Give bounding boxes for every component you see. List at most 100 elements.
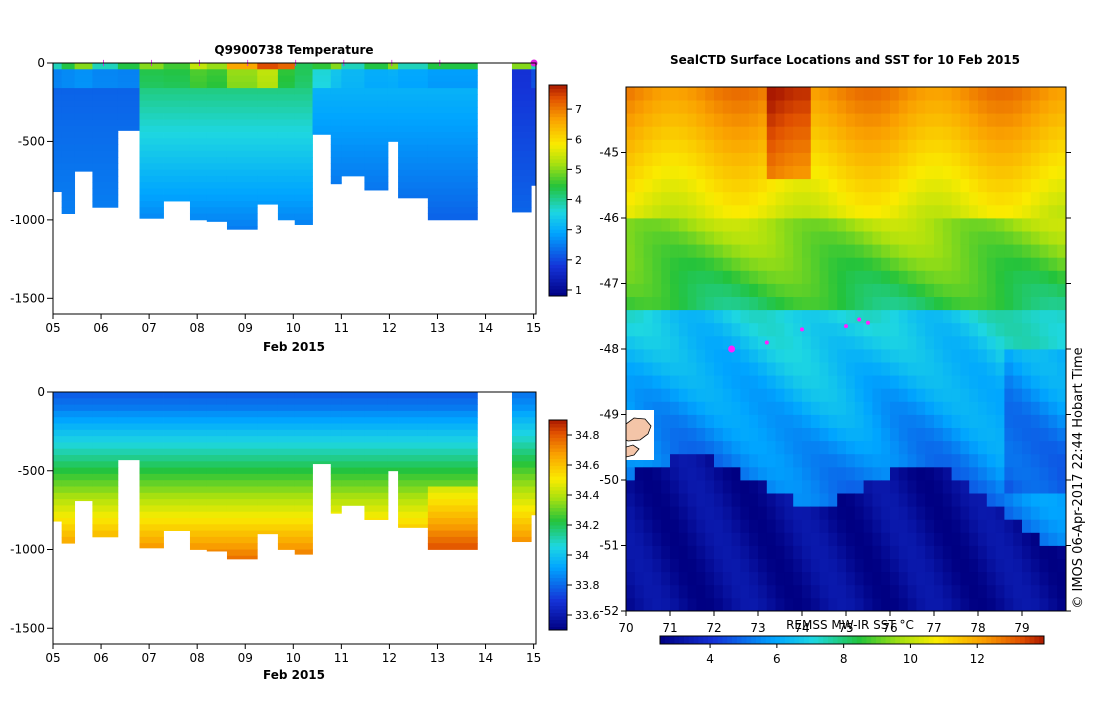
sst-cell <box>898 493 908 507</box>
section-cell <box>53 125 63 133</box>
sst-colorbar-segment <box>717 636 723 644</box>
sst-cell <box>907 519 917 533</box>
sst-cell <box>784 231 794 245</box>
section-cell <box>364 94 389 102</box>
section-cell <box>61 69 76 76</box>
sst-cell <box>1039 388 1049 402</box>
sst-cell <box>678 113 688 127</box>
sst-cell <box>1004 558 1014 573</box>
sst-cell <box>978 257 988 271</box>
sst-cell <box>1030 362 1040 376</box>
section-cell <box>398 392 429 399</box>
sst-cell <box>705 244 715 258</box>
sst-cell <box>1013 283 1023 297</box>
sst-cell <box>934 87 944 101</box>
sst-cell <box>863 113 873 127</box>
section-cell <box>511 442 532 450</box>
sst-cell <box>731 349 741 363</box>
section-cell <box>53 480 63 487</box>
sst-cell <box>960 270 970 284</box>
section-cell <box>226 505 258 513</box>
sst-cell <box>678 466 688 481</box>
section-cell <box>189 213 208 221</box>
sst-cell <box>678 362 688 376</box>
sst-cell <box>819 100 829 114</box>
sst-cell <box>916 349 926 363</box>
section-cell <box>387 81 399 89</box>
section-cell <box>226 442 258 450</box>
sst-cell <box>828 506 838 520</box>
sst-cell <box>907 375 917 389</box>
sst-cell <box>793 545 803 559</box>
section-cell <box>511 392 532 399</box>
sst-cell <box>1013 506 1023 520</box>
sst-cell <box>969 466 979 481</box>
section-cell <box>341 480 365 487</box>
colorbar-segment <box>549 130 567 135</box>
sst-cell <box>626 532 636 546</box>
sst-cell <box>969 493 979 507</box>
temperature-section <box>53 63 536 230</box>
sst-cell <box>722 204 732 219</box>
sst-colorbar-segment <box>842 636 848 644</box>
sst-cell <box>1030 270 1040 284</box>
sst-cell <box>828 401 838 415</box>
section-cell <box>511 455 532 462</box>
sst-cell <box>828 466 838 481</box>
sst-cell <box>960 204 970 219</box>
sst-cell <box>766 322 776 337</box>
section-cell <box>294 182 313 189</box>
sst-cell <box>986 244 996 258</box>
sst-cell <box>687 270 697 284</box>
section-cell <box>398 100 429 108</box>
sst-cell <box>925 506 935 520</box>
section-cell <box>206 410 228 418</box>
sst-cell <box>907 493 917 507</box>
sst-cell <box>854 244 864 258</box>
sst-cell <box>951 204 961 219</box>
sst-cell <box>934 309 944 324</box>
sst-cell <box>696 597 706 611</box>
sst-cell <box>1004 388 1014 402</box>
sst-cell <box>1022 191 1032 206</box>
sst-cell <box>890 87 900 101</box>
section-cell <box>511 100 532 108</box>
sst-cell <box>714 466 724 481</box>
sst-cell <box>652 597 662 611</box>
sst-cell <box>634 218 644 232</box>
section-cell <box>226 219 258 227</box>
sst-cell <box>670 152 680 166</box>
section-cell <box>189 194 208 202</box>
sst-cell <box>854 545 864 559</box>
sst-cell <box>670 139 680 153</box>
sst-cell <box>907 296 917 311</box>
sst-cell <box>626 126 636 140</box>
sst-cell <box>969 440 979 455</box>
sst-cell <box>986 440 996 455</box>
sst-cell <box>1030 401 1040 415</box>
sst-cell <box>1048 204 1058 219</box>
section-cell <box>74 88 93 95</box>
sst-cell <box>670 440 680 455</box>
section-cell <box>206 157 228 164</box>
sst-cell <box>731 440 741 455</box>
sst-cell <box>925 480 935 494</box>
section-cell <box>92 188 119 196</box>
sst-cell <box>1030 100 1040 114</box>
section-cell <box>427 467 478 475</box>
sst-cell <box>837 165 847 180</box>
sst-cell <box>784 270 794 284</box>
sst-cell <box>925 362 935 376</box>
section-cell <box>61 492 76 500</box>
section-cell <box>226 461 258 468</box>
section-cell <box>189 182 208 189</box>
section-cell <box>427 69 478 76</box>
sst-cell <box>846 178 856 193</box>
sst-cell <box>802 480 812 494</box>
section-cell <box>206 429 228 437</box>
sst-cell <box>722 87 732 101</box>
sst-colorbar-segment <box>880 636 887 644</box>
sst-cell <box>714 493 724 507</box>
sst-cell <box>986 126 996 140</box>
sst-cell <box>995 218 1005 232</box>
